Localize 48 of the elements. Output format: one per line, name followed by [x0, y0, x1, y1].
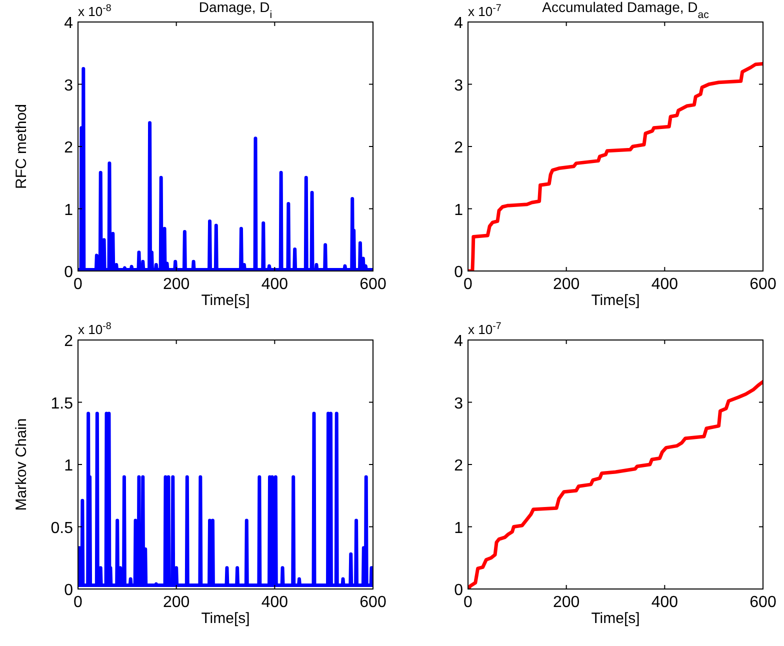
x-axis-title: Time[s] [201, 610, 250, 627]
x-tick-label: 600 [360, 594, 386, 611]
y-tick-label: 2 [64, 333, 74, 350]
y-tick-label: 0 [454, 582, 464, 599]
y-tick-label: 2 [454, 140, 464, 156]
x-tick-label: 200 [162, 276, 190, 293]
x-tick-label: 600 [360, 276, 386, 293]
x-tick-label: 600 [750, 276, 776, 293]
y-tick-label: 1.5 [50, 395, 74, 412]
y-tick-label: 3 [454, 77, 464, 94]
y-tick-label: 3 [64, 77, 74, 94]
y-tick-label: 0.5 [50, 520, 74, 537]
text: x 10$^{-8}$ [78, 2, 112, 19]
y-tick-label: 1 [454, 202, 464, 219]
y-tick-label: 4 [454, 333, 464, 350]
y-tick-label: 0 [64, 264, 74, 281]
x-tick-label: 400 [261, 276, 288, 293]
y-axis-title: RFC method [13, 104, 30, 190]
x-tick-label: 200 [552, 276, 580, 293]
y-axis-title: Markov Chain [13, 418, 30, 511]
line-series [468, 380, 763, 589]
text: x 10$^{-7}$ [468, 2, 502, 19]
line-series [78, 412, 373, 588]
y-tick-label: 2 [454, 458, 464, 474]
x-tick-label: 400 [261, 594, 288, 611]
line-series [78, 66, 373, 271]
line-series [468, 62, 763, 271]
x-tick-label: 200 [552, 594, 580, 611]
x-tick-label: 400 [651, 276, 678, 293]
x-tick-label: 600 [750, 594, 776, 611]
x-axis-title: Time[s] [591, 610, 640, 627]
text: x 10$^{-8}$ [78, 320, 112, 337]
x-tick-label: 400 [651, 594, 678, 611]
y-tick-label: 1 [64, 202, 74, 219]
y-tick-label: 0 [454, 264, 464, 281]
y-tick-label: 4 [454, 15, 464, 32]
chart-title: Accumulated Damage, D$_{ac}$ [542, 0, 709, 21]
y-tick-label: 1 [64, 458, 74, 474]
y-tick-label: 3 [454, 395, 464, 412]
x-tick-label: 200 [162, 594, 190, 611]
x-axis-title: Time[s] [201, 292, 250, 309]
chart-title: Damage, D$_{i}$ [198, 0, 272, 21]
y-tick-label: 2 [64, 140, 74, 156]
y-tick-label: 4 [64, 15, 74, 32]
text: x 10$^{-7}$ [468, 320, 502, 337]
y-tick-label: 1 [454, 520, 464, 537]
x-axis-title: Time[s] [591, 292, 640, 309]
y-tick-label: 0 [64, 582, 74, 599]
